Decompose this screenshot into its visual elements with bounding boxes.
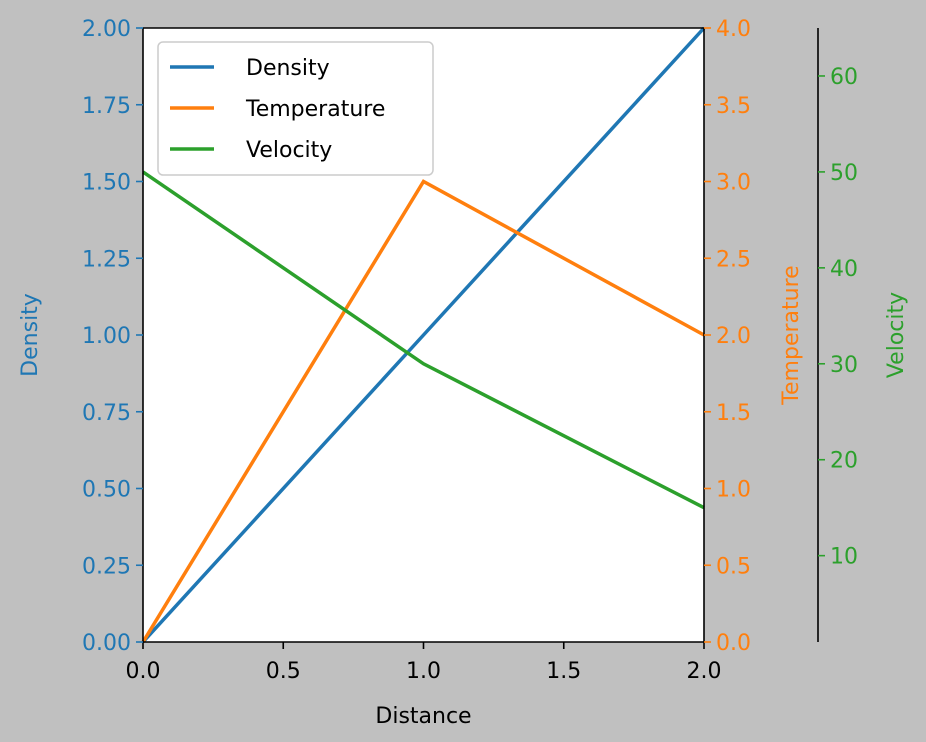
velocity-tick-label: 30 [830, 353, 858, 378]
temperature-tick-label: 3.0 [716, 171, 751, 196]
velocity-tick-label: 40 [830, 257, 858, 282]
velocity-tick-label: 10 [830, 545, 858, 570]
legend-label-velocity: Velocity [246, 138, 332, 163]
density-tick-label: 0.50 [82, 478, 131, 503]
temperature-tick-label: 3.5 [716, 94, 751, 119]
temperature-tick-label: 1.0 [716, 478, 751, 503]
density-tick-label: 2.00 [82, 17, 131, 42]
density-tick-label: 1.50 [82, 171, 131, 196]
legend-box [157, 41, 434, 176]
density-tick-label: 1.00 [82, 324, 131, 349]
temperature-tick-label: 2.5 [716, 247, 751, 272]
x-tick-label: 0.0 [126, 659, 161, 684]
series-line-density [141, 26, 706, 644]
x-tick-label: 0.5 [266, 659, 301, 684]
density-tick-label: 0.25 [82, 554, 131, 579]
temperature-tick-label: 0.0 [716, 631, 751, 656]
velocity-axis-label: Velocity [884, 292, 909, 378]
x-axis-label: Distance [375, 704, 471, 729]
density-axis-label: Density [18, 293, 43, 377]
x-tick-label: 1.5 [546, 659, 581, 684]
x-tick-label: 1.0 [406, 659, 441, 684]
x-tick-label: 2.0 [687, 659, 722, 684]
density-tick-label: 0.00 [82, 631, 131, 656]
temperature-tick-label: 0.5 [716, 554, 751, 579]
temperature-tick-label: 4.0 [716, 17, 751, 42]
series-line-velocity [142, 170, 705, 510]
temperature-tick-label: 1.5 [716, 401, 751, 426]
temperature-axis-label: Temperature [779, 265, 804, 405]
legend-label-temperature: Temperature [245, 97, 385, 122]
density-tick-label: 1.25 [82, 247, 131, 272]
temperature-tick-label: 2.0 [716, 324, 751, 349]
velocity-tick-label: 20 [830, 449, 858, 474]
velocity-tick-label: 50 [830, 161, 858, 186]
density-tick-label: 0.75 [82, 401, 131, 426]
legend-label-density: Density [246, 56, 330, 81]
density-tick-label: 1.75 [82, 94, 131, 119]
velocity-tick-label: 60 [830, 65, 858, 90]
series-line-temperature [141, 179, 705, 643]
